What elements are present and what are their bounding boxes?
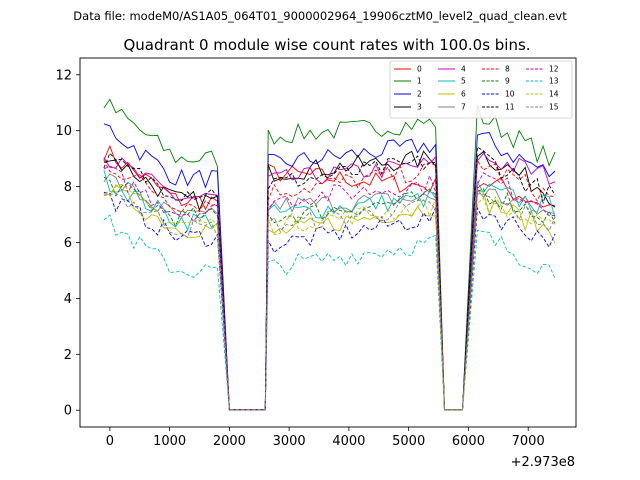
x-tick-label: 4000: [332, 434, 365, 449]
y-tick-label: 6: [64, 236, 72, 251]
legend-label-8: 8: [505, 65, 510, 74]
legend-label-2: 2: [417, 90, 422, 99]
x-tick-label: 0: [106, 434, 114, 449]
legend-label-9: 9: [505, 77, 510, 86]
legend-label-3: 3: [417, 103, 422, 112]
y-tick-label: 8: [64, 180, 72, 195]
series-line-12: [103, 165, 556, 411]
y-tick-label: 12: [55, 68, 72, 83]
series-line-9: [103, 176, 556, 411]
y-tick-label: 4: [64, 292, 72, 307]
series-line-5: [103, 169, 556, 411]
series-line-8: [103, 158, 556, 411]
legend-label-0: 0: [417, 65, 422, 74]
series-line-11: [103, 146, 556, 411]
y-tick-label: 2: [64, 348, 72, 363]
legend-label-12: 12: [549, 65, 559, 74]
chart-suptitle: Data file: modeM0/AS1A05_064T01_90000029…: [73, 9, 567, 23]
x-tick-label: 7000: [512, 434, 545, 449]
legend-label-7: 7: [461, 103, 466, 112]
series-line-3: [103, 150, 556, 411]
legend-label-15: 15: [549, 103, 559, 112]
plot-frame: [79, 57, 577, 428]
x-offset-label: +2.973e8: [511, 455, 575, 470]
series-line-14: [103, 183, 556, 411]
chart-title: Quadrant 0 module wise count rates with …: [123, 36, 530, 54]
x-tick-label: 3000: [273, 434, 306, 449]
legend-label-1: 1: [417, 77, 422, 86]
y-tick-label: 10: [55, 124, 72, 139]
series-line-4: [103, 152, 556, 411]
series-line-1: [103, 98, 556, 411]
legend-label-5: 5: [461, 77, 466, 86]
y-tick-label: 0: [64, 404, 72, 419]
series-line-15: [103, 192, 556, 411]
legend-label-11: 11: [505, 103, 515, 112]
x-tick-label: 2000: [213, 434, 246, 449]
x-tick-label: 6000: [452, 434, 485, 449]
plot-lines: [103, 98, 556, 411]
legend-label-13: 13: [549, 77, 559, 86]
series-line-13: [103, 214, 556, 411]
series-line-2: [103, 123, 556, 411]
legend-label-10: 10: [505, 90, 515, 99]
x-tick-label: 1000: [153, 434, 186, 449]
x-tick-label: 5000: [392, 434, 425, 449]
legend-frame: [389, 60, 573, 119]
legend-label-4: 4: [461, 65, 466, 74]
legend-label-14: 14: [549, 90, 559, 99]
legend-label-6: 6: [461, 90, 466, 99]
